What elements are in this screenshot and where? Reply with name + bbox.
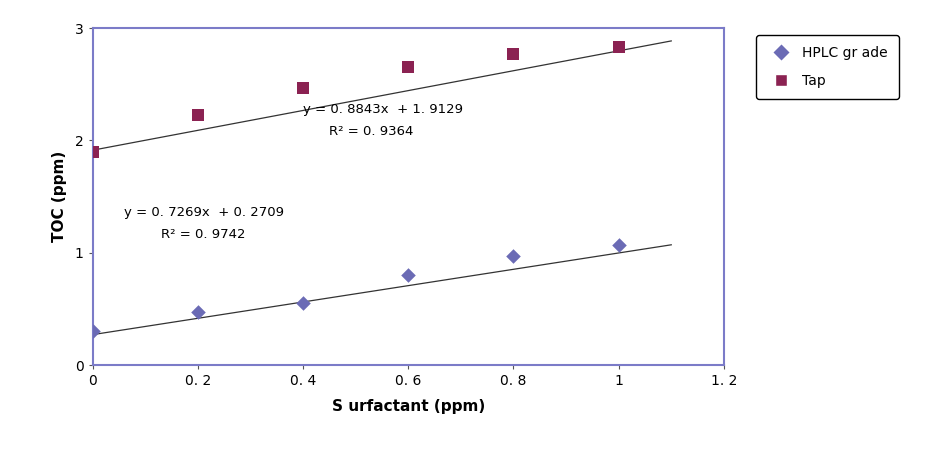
Point — [296, 300, 311, 307]
Point — [505, 252, 520, 260]
Point — [611, 241, 626, 249]
Point — [400, 271, 415, 279]
Y-axis label: TOC (ppm): TOC (ppm) — [52, 151, 67, 242]
Point — [190, 111, 205, 118]
Text: R² = 0. 9364: R² = 0. 9364 — [329, 125, 413, 138]
Point — [85, 328, 100, 335]
Point — [400, 64, 415, 71]
Point — [505, 50, 520, 58]
Legend: HPLC gr ade, Tap: HPLC gr ade, Tap — [756, 35, 897, 99]
Text: y = 0. 8843x  + 1. 9129: y = 0. 8843x + 1. 9129 — [303, 102, 463, 116]
Point — [296, 84, 311, 91]
Point — [85, 148, 100, 155]
Text: y = 0. 7269x  + 0. 2709: y = 0. 7269x + 0. 2709 — [124, 206, 284, 219]
Point — [611, 44, 626, 51]
X-axis label: S urfactant (ppm): S urfactant (ppm) — [331, 399, 485, 414]
Point — [190, 308, 205, 316]
Text: R² = 0. 9742: R² = 0. 9742 — [161, 228, 246, 241]
